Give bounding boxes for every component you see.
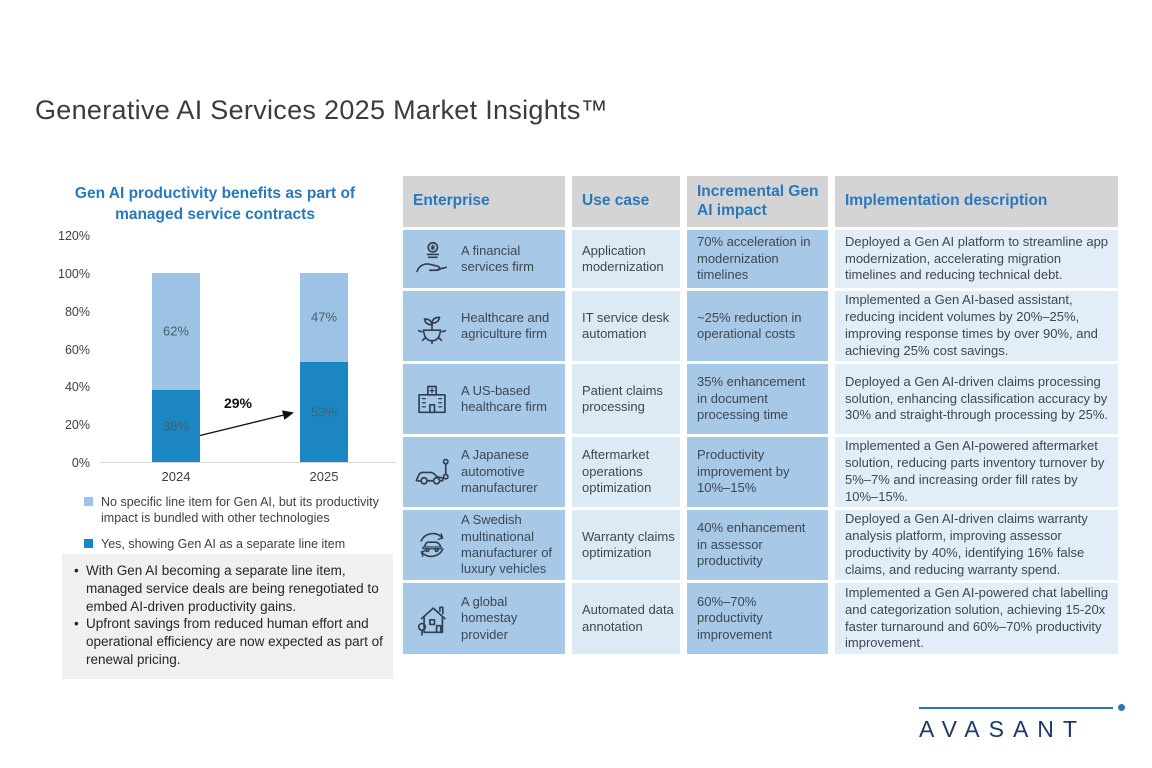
table-cell-enterprise: A financial services firm bbox=[403, 230, 565, 288]
page-title: Generative AI Services 2025 Market Insig… bbox=[35, 95, 608, 125]
table-cell-use-case: Automated data annotation bbox=[572, 583, 680, 654]
table-cell-impact: ~25% reduction in operational costs bbox=[687, 291, 828, 361]
market-insights-table: Enterprise Use case Incremental Gen AI imp… bbox=[403, 176, 1118, 654]
chart-legend: No specific line item for Gen AI, but it… bbox=[84, 494, 392, 561]
table-cell-use-case: IT service desk automation bbox=[572, 291, 680, 361]
hospital-building-icon bbox=[411, 378, 453, 420]
stacked-bar-2025: 47% 53% bbox=[300, 272, 348, 462]
table-cell-impact: 70% acceleration in modernization timeli… bbox=[687, 230, 828, 288]
logo-line bbox=[919, 706, 1113, 709]
bar-value-label: 62% bbox=[162, 323, 190, 339]
table-header-impact: Incremental Gen AI impact bbox=[687, 176, 828, 227]
table-cell-description: Deployed a Gen AI-driven claims warranty… bbox=[835, 510, 1118, 580]
y-tick-label: 20% bbox=[64, 418, 90, 433]
insight-bullet: With Gen AI becoming a separate line ite… bbox=[70, 562, 383, 615]
chart-title: Gen AI productivity benefits as part of … bbox=[74, 185, 356, 223]
bar-value-label: 53% bbox=[310, 404, 338, 420]
table-cell-impact: 40% enhancement in assessor productivity bbox=[687, 510, 828, 580]
table-cell-enterprise: Healthcare and agriculture firm bbox=[403, 291, 565, 361]
table-cell-impact: Productivity improvement by 10%–15% bbox=[687, 437, 828, 507]
table-cell-description: Implemented a Gen AI-powered aftermarket… bbox=[835, 437, 1118, 507]
bar-value-label: 38% bbox=[162, 418, 190, 434]
table-cell-impact: 60%–70% productivity improvement bbox=[687, 583, 828, 654]
growth-arrow bbox=[197, 410, 295, 437]
table-header-enterprise: Enterprise bbox=[403, 176, 565, 227]
x-axis-label: 2025 bbox=[309, 469, 339, 484]
table-cell-enterprise: A US-based healthcare firm bbox=[403, 364, 565, 434]
enterprise-label: A global homestay provider bbox=[461, 593, 518, 642]
legend-item: Yes, showing Gen AI as a separate line i… bbox=[84, 536, 392, 552]
bar-segment: 53% bbox=[300, 361, 348, 462]
table-cell-description: Implemented a Gen AI-based assistant, re… bbox=[835, 291, 1118, 361]
enterprise-label: A Swedish multinational manufacturer of … bbox=[461, 512, 553, 577]
car-recycle-icon bbox=[411, 524, 453, 566]
table-cell-impact: 35% enhancement in document processing t… bbox=[687, 364, 828, 434]
logo-wordmark: AVASANT bbox=[919, 716, 1086, 742]
avasant-logo: AVASANT bbox=[919, 704, 1125, 743]
stacked-bar-2024: 62% 38% bbox=[152, 272, 200, 462]
legend-swatch-icon bbox=[84, 538, 93, 548]
table-cell-description: Deployed a Gen AI platform to streamline… bbox=[835, 230, 1118, 288]
plot-area: 29% 62% 38% 2024 47% 53% 2025 bbox=[100, 236, 396, 484]
y-tick-label: 0% bbox=[71, 456, 90, 470]
table-cell-enterprise: A Japanese automotive manufacturer bbox=[403, 437, 565, 507]
y-tick-label: 60% bbox=[64, 342, 90, 357]
insight-bullet: Upfront savings from reduced human effor… bbox=[70, 615, 383, 668]
table-cell-enterprise: A global homestay provider bbox=[403, 583, 565, 654]
growth-annotation-label: 29% bbox=[223, 395, 253, 411]
bar-segment: 47% bbox=[300, 272, 348, 362]
x-axis-label: 2024 bbox=[161, 469, 191, 484]
coins-in-hand-icon bbox=[411, 238, 453, 280]
bar-value-label: 47% bbox=[310, 309, 338, 325]
house-pin-icon bbox=[411, 598, 453, 640]
table-header-description: Implementation description bbox=[835, 176, 1118, 227]
enterprise-label: A Japanese automotive manufacturer bbox=[461, 447, 538, 496]
insight-list: With Gen AI becoming a separate line ite… bbox=[70, 562, 383, 669]
enterprise-label: A US-based healthcare firm bbox=[461, 382, 547, 414]
logo-dot-icon bbox=[1118, 704, 1125, 711]
table-cell-description: Implemented a Gen AI-powered chat labell… bbox=[835, 583, 1118, 654]
bar-segment: 38% bbox=[152, 390, 200, 462]
legend-label: No specific line item for Gen AI, but it… bbox=[101, 495, 379, 526]
car-wrench-icon bbox=[411, 451, 453, 493]
table-cell-use-case: Aftermarket operations optimization bbox=[572, 437, 680, 507]
legend-item: No specific line item for Gen AI, but it… bbox=[84, 494, 392, 527]
table-cell-use-case: Application modernization bbox=[572, 230, 680, 288]
table-header-use-case: Use case bbox=[572, 176, 680, 227]
stacked-bar-chart: 120% 100% 80% 60% 40% 20% 0% 29% 62% 38% 2024 47%… bbox=[40, 229, 396, 496]
legend-swatch-icon bbox=[84, 497, 93, 506]
legend-label: Yes, showing Gen AI as a separate line i… bbox=[101, 536, 346, 551]
y-tick-label: 40% bbox=[64, 380, 90, 395]
y-tick-label: 100% bbox=[58, 266, 90, 281]
table-cell-use-case: Patient claims processing bbox=[572, 364, 680, 434]
y-axis: 120% 100% 80% 60% 40% 20% 0% bbox=[40, 229, 90, 470]
enterprise-label: A financial services firm bbox=[461, 242, 534, 274]
table-cell-enterprise: A Swedish multinational manufacturer of … bbox=[403, 510, 565, 580]
y-tick-label: 120% bbox=[58, 229, 90, 243]
bar-segment: 62% bbox=[152, 272, 200, 391]
insight-box: With Gen AI becoming a separate line ite… bbox=[62, 554, 393, 679]
table-cell-description: Deployed a Gen AI-driven claims processi… bbox=[835, 364, 1118, 434]
y-tick-label: 80% bbox=[64, 304, 90, 319]
logo-rule bbox=[919, 704, 1125, 711]
enterprise-label: Healthcare and agriculture firm bbox=[461, 309, 550, 341]
plant-gear-icon bbox=[411, 305, 453, 347]
table-cell-use-case: Warranty claims optimization bbox=[572, 510, 680, 580]
